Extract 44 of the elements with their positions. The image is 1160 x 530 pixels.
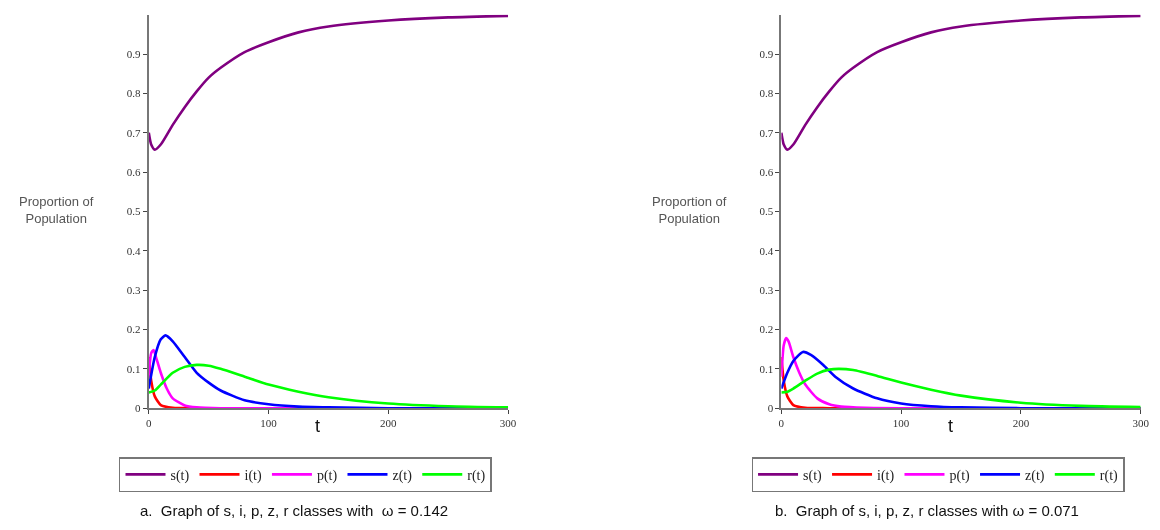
y-tick-label: 0.7 <box>126 126 142 139</box>
x-tick-label: 100 <box>892 417 910 430</box>
x-tick-label: 0 <box>778 417 785 430</box>
legend-label: s(t) <box>803 467 823 484</box>
y-axis-title: Proportion of Population <box>652 194 727 226</box>
y-tick-label: 0.3 <box>759 283 774 296</box>
x-tick-label: 300 <box>499 417 517 430</box>
legend-label: p(t) <box>316 467 338 484</box>
x-axis-title: t <box>948 416 954 436</box>
x-tick-label: 300 <box>1132 417 1150 430</box>
legend-label: z(t) <box>1025 467 1045 484</box>
y-tick-label: 0.3 <box>126 283 142 296</box>
y-tick-label: 0.4 <box>126 244 142 257</box>
legend-label: i(t) <box>244 467 262 484</box>
legend-label: p(t) <box>949 467 971 484</box>
y-tick-label: 0.2 <box>126 323 141 336</box>
y-tick-label: 0.6 <box>759 165 774 178</box>
legend-label: i(t) <box>877 467 895 484</box>
legend-label: r(t) <box>467 467 486 484</box>
y-tick-label: 0.1 <box>126 362 141 375</box>
y-tick-label: 0.5 <box>759 205 774 218</box>
y-tick-label: 0.8 <box>759 87 774 100</box>
y-tick-label: 0.4 <box>759 244 774 257</box>
y-tick-label: 0.2 <box>759 323 774 336</box>
y-tick-label: 0.9 <box>126 47 142 60</box>
x-tick-label: 200 <box>380 417 398 430</box>
y-tick-label: 0.1 <box>759 362 774 375</box>
x-tick-label: 100 <box>260 417 278 430</box>
y-tick-label: 0.5 <box>126 205 142 218</box>
x-tick-label: 0 <box>146 417 153 430</box>
x-axis-title: t <box>315 416 321 436</box>
y-axis-title: Proportion of Population <box>19 194 94 226</box>
text: a. Graph of s, i, p, z, r classes with ω = 0.142 <box>140 502 449 519</box>
y-tick-label: 0 <box>767 402 774 415</box>
y-tick-label: 0.7 <box>759 126 774 139</box>
y-tick-label: 0.8 <box>126 87 142 100</box>
legend-label: r(t) <box>1099 467 1119 484</box>
y-tick-label: 0.9 <box>759 47 774 60</box>
legend-label: s(t) <box>170 467 190 484</box>
x-tick-label: 200 <box>1012 417 1030 430</box>
text: b. Graph of s, i, p, z, r classes with ω = 0.071 <box>775 502 1079 519</box>
y-tick-label: 0.6 <box>126 165 142 178</box>
legend-label: z(t) <box>392 467 413 484</box>
y-tick-label: 0 <box>135 402 142 415</box>
